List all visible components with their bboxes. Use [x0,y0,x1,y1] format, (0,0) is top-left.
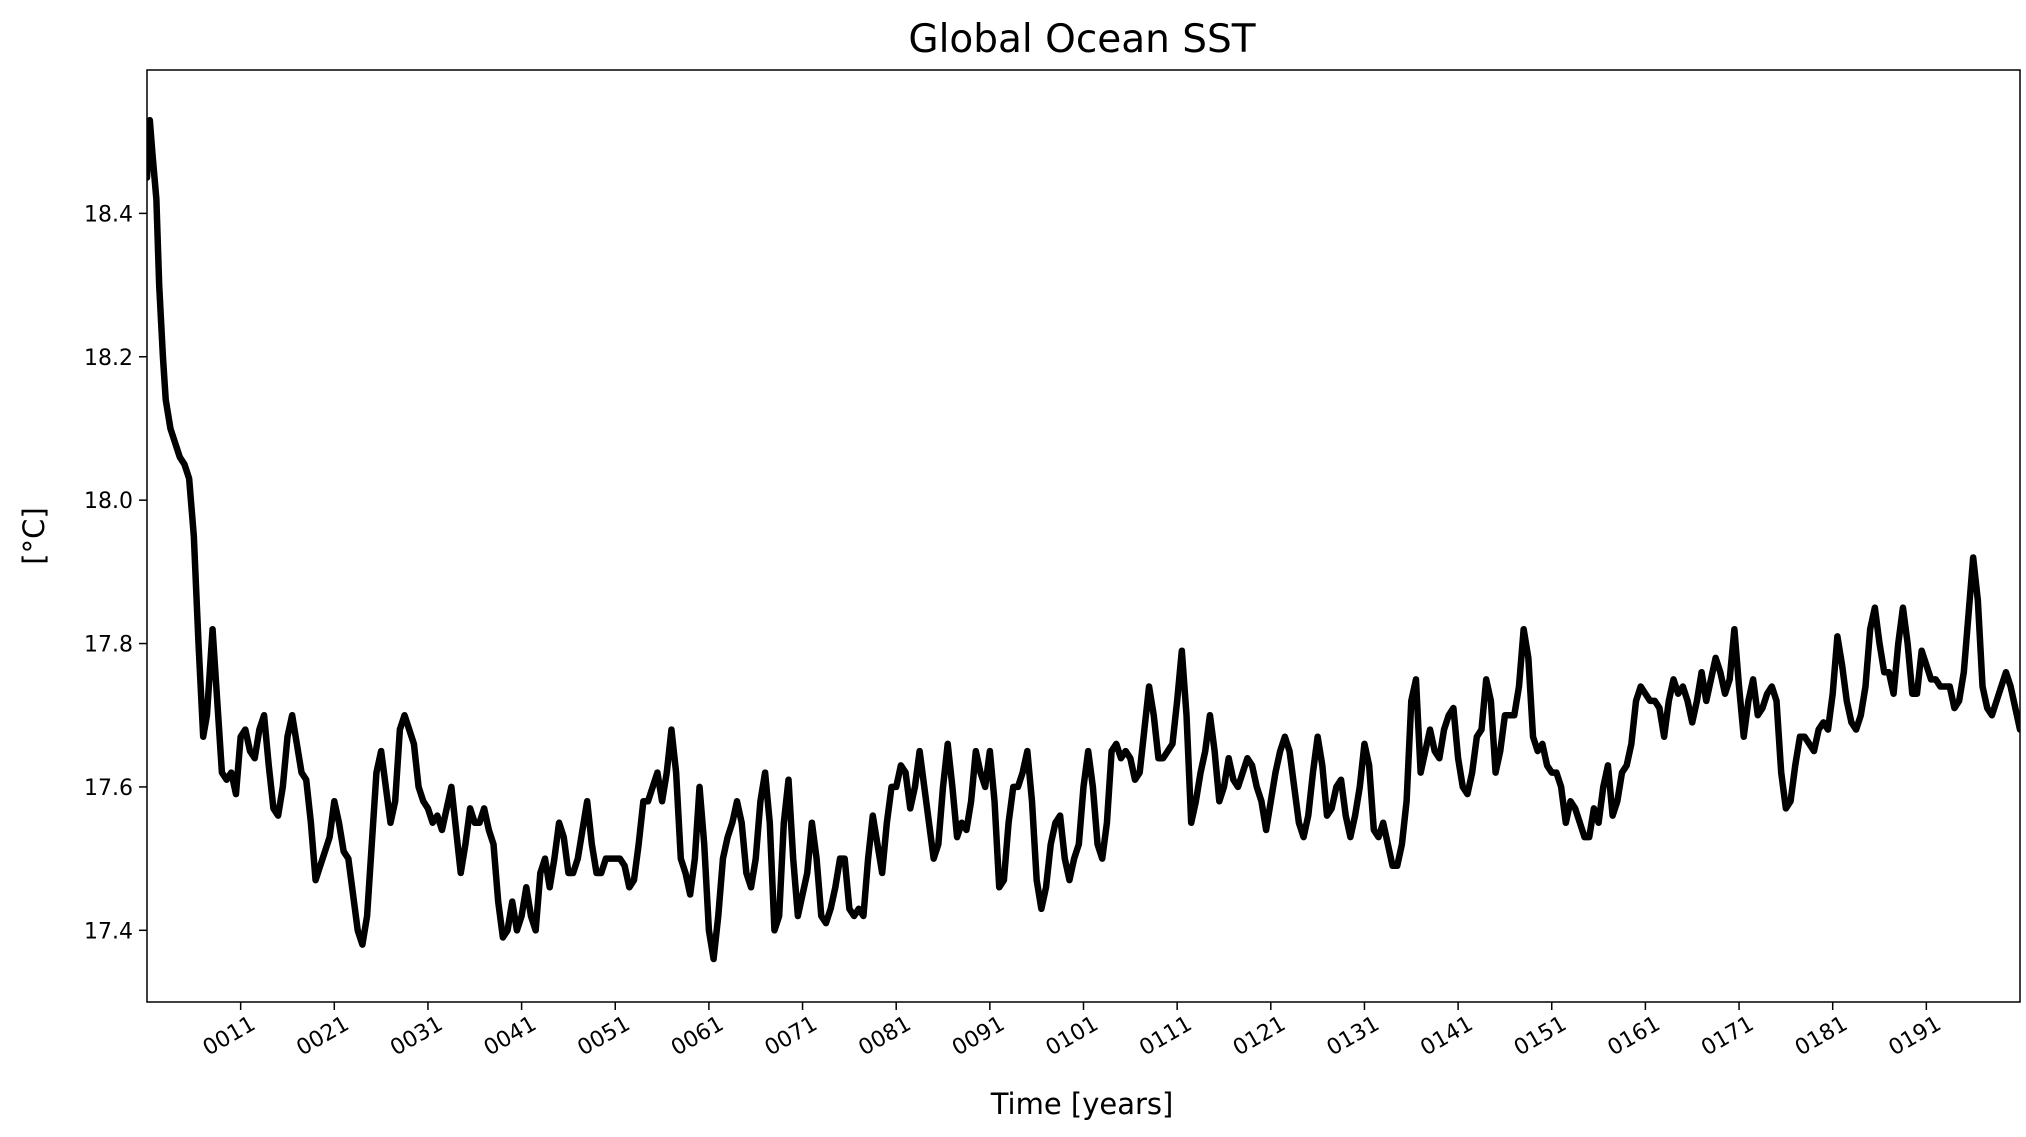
y-axis-label: [°C] [17,507,51,564]
chart-title: Global Ocean SST [908,17,1255,62]
y-tick-label: 18.0 [84,489,133,514]
sst-series-line [147,116,2020,963]
plot-area [147,116,2020,963]
y-tick-label: 18.2 [84,346,133,371]
y-tick-label: 18.4 [84,202,133,227]
y-tick-label: 17.4 [84,919,133,944]
x-axis-label: Time [years] [990,1087,1174,1121]
y-tick-label: 17.6 [84,776,133,801]
axes-frame [146,69,2021,1003]
y-tick-label: 17.8 [84,633,133,658]
